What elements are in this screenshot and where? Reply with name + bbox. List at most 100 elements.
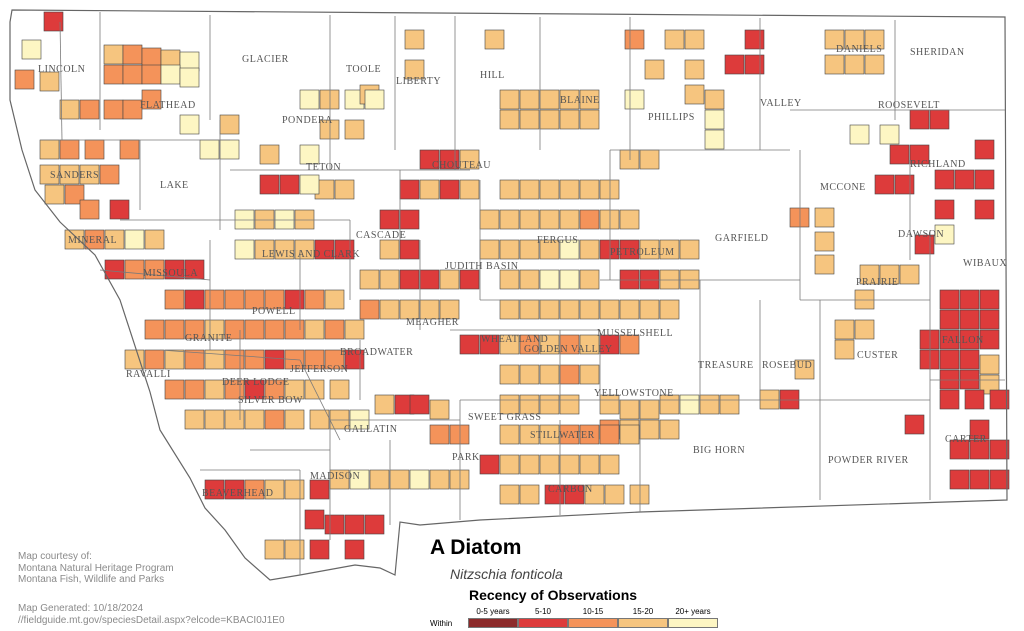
observation-cell — [539, 179, 560, 200]
observation-cell — [309, 409, 330, 430]
observation-cell — [499, 484, 520, 505]
observation-cell — [814, 207, 835, 228]
observation-cell — [59, 139, 80, 160]
observation-cell — [439, 149, 460, 170]
legend-swatch — [568, 618, 618, 628]
observation-cell — [224, 349, 245, 370]
county-label: LINCOLN — [38, 64, 85, 75]
observation-cell — [204, 349, 225, 370]
observation-cell — [284, 289, 305, 310]
observation-cell — [324, 289, 345, 310]
observation-cell — [479, 239, 500, 260]
legend-within-label: Within — [430, 619, 453, 628]
observation-cell — [659, 299, 680, 320]
county-label: POWELL — [252, 306, 296, 317]
observation-cell — [519, 364, 540, 385]
observation-cell — [599, 209, 620, 230]
legend-swatch — [668, 618, 718, 628]
observation-cell — [254, 239, 275, 260]
observation-cell — [979, 354, 1000, 375]
observation-cell — [389, 469, 410, 490]
species-url: //fieldguide.mt.gov/speciesDetail.aspx?e… — [18, 615, 285, 626]
county-label: CARBON — [548, 484, 593, 495]
observation-cell — [144, 229, 165, 250]
observation-cell — [104, 259, 125, 280]
observation-cell — [824, 29, 845, 50]
observation-cell — [559, 179, 580, 200]
observation-cell — [224, 319, 245, 340]
observation-cell — [449, 424, 470, 445]
county-label: VALLEY — [760, 98, 802, 109]
observation-cell — [889, 144, 910, 165]
observation-cell — [379, 269, 400, 290]
county-label: YELLOWSTONE — [594, 388, 674, 399]
observation-cell — [939, 349, 960, 370]
observation-cell — [834, 339, 855, 360]
observation-cell — [564, 484, 585, 505]
observation-cell — [949, 439, 970, 460]
observation-cell — [639, 239, 660, 260]
observation-cell — [14, 69, 35, 90]
observation-cell — [519, 269, 540, 290]
observation-cell — [659, 239, 680, 260]
observation-cell — [104, 229, 125, 250]
county-label: JEFFERSON — [290, 364, 348, 375]
observation-cell — [909, 144, 930, 165]
observation-cell — [599, 424, 620, 445]
observation-cell — [324, 514, 345, 535]
observation-cell — [184, 259, 205, 280]
observation-cell — [122, 64, 143, 85]
observation-cell — [619, 239, 640, 260]
observation-cell — [679, 269, 700, 290]
observation-cell — [704, 89, 725, 110]
observation-cell — [484, 29, 505, 50]
county-label: CUSTER — [857, 350, 898, 361]
observation-cell — [974, 139, 995, 160]
observation-cell — [579, 209, 600, 230]
observation-cell — [949, 469, 970, 490]
observation-cell — [164, 379, 185, 400]
observation-cell — [103, 44, 124, 65]
county-label: GLACIER — [242, 54, 289, 65]
observation-cell — [349, 469, 370, 490]
observation-cell — [184, 319, 205, 340]
credits-line: Montana Natural Heritage Program — [18, 562, 174, 574]
county-label: PHILLIPS — [648, 112, 695, 123]
observation-cell — [639, 419, 660, 440]
observation-cell — [659, 269, 680, 290]
observation-cell — [879, 264, 900, 285]
legend-bin: 20+ years — [668, 607, 718, 628]
observation-cell — [519, 484, 540, 505]
observation-cell — [344, 539, 365, 560]
observation-cell — [979, 289, 1000, 310]
county-label: WHEATLAND — [481, 334, 548, 345]
county-label: SILVER BOW — [238, 395, 303, 406]
county-label: STILLWATER — [530, 430, 595, 441]
observation-cell — [39, 164, 60, 185]
county-label: MEAGHER — [406, 317, 459, 328]
observation-cell — [579, 269, 600, 290]
observation-cell — [314, 239, 335, 260]
observation-cell — [919, 349, 940, 370]
observation-cell — [579, 454, 600, 475]
county-border — [59, 21, 63, 141]
county-label: LAKE — [160, 180, 189, 191]
legend-bin-label: 0-5 years — [476, 607, 510, 616]
observation-cell — [479, 209, 500, 230]
observation-cell — [629, 484, 650, 505]
observation-cell — [904, 414, 925, 435]
observation-cell — [599, 299, 620, 320]
county-border — [299, 359, 341, 441]
observation-cell — [794, 359, 815, 380]
county-label: CARTER — [945, 434, 987, 445]
observation-cell — [719, 394, 740, 415]
observation-cell — [234, 239, 255, 260]
observation-cell — [879, 124, 900, 145]
observation-cell — [334, 239, 355, 260]
observation-cell — [79, 199, 100, 220]
observation-cell — [359, 299, 380, 320]
observation-cell — [744, 29, 765, 50]
observation-cell — [84, 229, 105, 250]
county-label: FALLON — [942, 335, 984, 346]
observation-cell — [519, 239, 540, 260]
